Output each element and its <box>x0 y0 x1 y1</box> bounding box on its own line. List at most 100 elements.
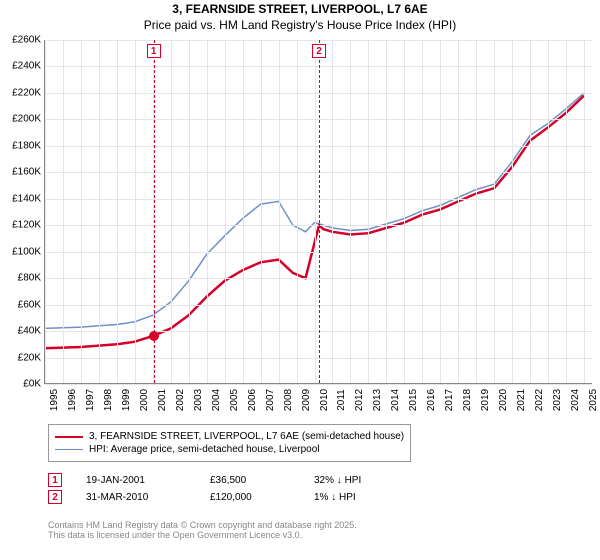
grid-line <box>422 40 423 383</box>
grid-line <box>279 40 280 383</box>
x-axis-tick: 2009 <box>297 389 312 411</box>
sale-note-pct: 32% ↓ HPI <box>314 475 384 486</box>
grid-line <box>566 40 567 383</box>
sale-note-row: 2 31-MAR-2010 £120,000 1% ↓ HPI <box>48 490 384 504</box>
y-axis-tick: £240K <box>12 61 45 72</box>
chart-title: 3, FEARNSIDE STREET, LIVERPOOL, L7 6AE <box>0 2 600 16</box>
y-axis-tick: £60K <box>18 299 45 310</box>
grid-line <box>225 40 226 383</box>
sale-note-price: £36,500 <box>210 475 290 486</box>
grid-line <box>45 384 592 385</box>
y-axis-tick: £120K <box>12 220 45 231</box>
x-axis-tick: 2001 <box>153 389 168 411</box>
grid-line <box>332 40 333 383</box>
x-axis-tick: 2004 <box>207 389 222 411</box>
sale-marker-box: 1 <box>48 473 62 487</box>
y-axis-tick: £0K <box>23 379 45 390</box>
x-axis-tick: 2016 <box>422 389 437 411</box>
grid-line <box>494 40 495 383</box>
y-axis-tick: £260K <box>12 35 45 46</box>
sale-marker-box: 2 <box>48 490 62 504</box>
grid-line <box>584 40 585 383</box>
x-axis-tick: 2017 <box>440 389 455 411</box>
sale-note-pct: 1% ↓ HPI <box>314 492 384 503</box>
chart-legend: 3, FEARNSIDE STREET, LIVERPOOL, L7 6AE (… <box>48 424 411 462</box>
grid-line <box>243 40 244 383</box>
x-axis-tick: 2007 <box>261 389 276 411</box>
grid-line <box>386 40 387 383</box>
grid-line <box>189 40 190 383</box>
grid-line <box>548 40 549 383</box>
y-axis-tick: £80K <box>18 273 45 284</box>
grid-line <box>404 40 405 383</box>
x-axis-tick: 2003 <box>189 389 204 411</box>
x-axis-tick: 2015 <box>404 389 419 411</box>
sale-note-date: 31-MAR-2010 <box>86 492 186 503</box>
x-axis-tick: 1998 <box>99 389 114 411</box>
x-axis-tick: 2012 <box>350 389 365 411</box>
grid-line <box>63 40 64 383</box>
chart-plot-area: £0K£20K£40K£60K£80K£100K£120K£140K£160K£… <box>44 40 592 384</box>
chart-subtitle: Price paid vs. HM Land Registry's House … <box>0 18 600 32</box>
y-axis-tick: £20K <box>18 352 45 363</box>
sale-notes: 1 19-JAN-2001 £36,500 32% ↓ HPI 2 31-MAR-2010… <box>48 470 384 507</box>
y-axis-tick: £200K <box>12 114 45 125</box>
y-axis-tick: £220K <box>12 87 45 98</box>
x-axis-tick: 2025 <box>584 389 599 411</box>
x-axis-tick: 2021 <box>512 389 527 411</box>
x-axis-tick: 2005 <box>225 389 240 411</box>
grid-line <box>81 40 82 383</box>
x-axis-tick: 2020 <box>494 389 509 411</box>
sale-note-row: 1 19-JAN-2001 £36,500 32% ↓ HPI <box>48 473 384 487</box>
x-axis-tick: 2006 <box>243 389 258 411</box>
x-axis-tick: 2018 <box>458 389 473 411</box>
x-axis-tick: 2013 <box>368 389 383 411</box>
sale-note-price: £120,000 <box>210 492 290 503</box>
x-axis-tick: 2023 <box>548 389 563 411</box>
x-axis-tick: 2008 <box>279 389 294 411</box>
sale-marker-box: 1 <box>147 44 161 58</box>
grid-line <box>440 40 441 383</box>
attribution: Contains HM Land Registry data © Crown c… <box>48 520 357 540</box>
attribution-line: This data is licensed under the Open Gov… <box>48 530 357 540</box>
x-axis-tick: 2002 <box>171 389 186 411</box>
legend-label: 3, FEARNSIDE STREET, LIVERPOOL, L7 6AE (… <box>89 431 404 442</box>
grid-line <box>261 40 262 383</box>
x-axis-tick: 2024 <box>566 389 581 411</box>
grid-line <box>458 40 459 383</box>
grid-line <box>171 40 172 383</box>
grid-line <box>135 40 136 383</box>
x-axis-tick: 2014 <box>386 389 401 411</box>
grid-line <box>368 40 369 383</box>
x-axis-tick: 1997 <box>81 389 96 411</box>
y-axis-tick: £180K <box>12 140 45 151</box>
sale-marker-box: 2 <box>312 44 326 58</box>
y-axis-tick: £100K <box>12 246 45 257</box>
grid-line <box>530 40 531 383</box>
x-axis-tick: 2019 <box>476 389 491 411</box>
sale-marker-dot <box>149 331 159 341</box>
grid-line <box>315 40 316 383</box>
grid-line <box>99 40 100 383</box>
y-axis-tick: £40K <box>18 326 45 337</box>
legend-item: 3, FEARNSIDE STREET, LIVERPOOL, L7 6AE (… <box>55 431 404 442</box>
grid-line <box>476 40 477 383</box>
sale-note-date: 19-JAN-2001 <box>86 475 186 486</box>
legend-swatch <box>55 449 83 450</box>
grid-line <box>207 40 208 383</box>
grid-line <box>350 40 351 383</box>
x-axis-tick: 1995 <box>45 389 60 411</box>
legend-item: HPI: Average price, semi-detached house,… <box>55 444 404 455</box>
y-axis-tick: £140K <box>12 193 45 204</box>
attribution-line: Contains HM Land Registry data © Crown c… <box>48 520 357 530</box>
y-axis-tick: £160K <box>12 167 45 178</box>
grid-line <box>297 40 298 383</box>
legend-swatch <box>55 436 83 438</box>
x-axis-tick: 1996 <box>63 389 78 411</box>
grid-line <box>45 40 46 383</box>
sale-marker-line <box>319 40 320 383</box>
x-axis-tick: 2022 <box>530 389 545 411</box>
legend-label: HPI: Average price, semi-detached house,… <box>89 444 320 455</box>
grid-line <box>512 40 513 383</box>
x-axis-tick: 2000 <box>135 389 150 411</box>
